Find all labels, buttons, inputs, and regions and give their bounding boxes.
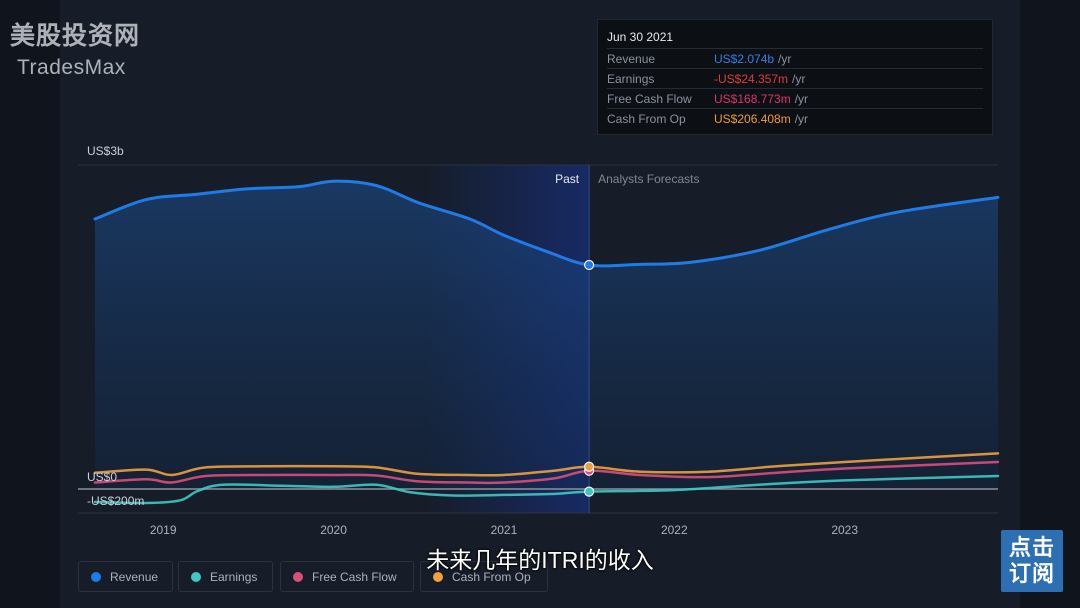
legend-label: Revenue <box>110 569 159 584</box>
legend-item-revenue[interactable]: Revenue <box>78 561 173 592</box>
forecast-label: Analysts Forecasts <box>598 172 699 186</box>
marker-cash-from-op[interactable] <box>584 461 595 472</box>
legend-label: Earnings <box>210 569 258 584</box>
x-tick-label: 2020 <box>320 523 347 537</box>
x-tick-label: 2021 <box>491 523 518 537</box>
legend-item-cash-from-op[interactable]: Cash From Op <box>420 561 548 592</box>
revenue-area <box>95 181 998 489</box>
marker-revenue[interactable] <box>584 259 595 271</box>
subscribe-badge-line2: 订阅 <box>1008 561 1055 586</box>
subscribe-badge-line1: 点击 <box>1008 535 1055 560</box>
y-tick-label: -US$200m <box>87 494 144 508</box>
y-tick-label: US$0 <box>87 470 117 484</box>
video-subtitle: 未来几年的ITRI的收入 <box>426 547 654 573</box>
series-line-free-cash-flow <box>93 460 1000 485</box>
tooltip-panel: Jun 30 2021 Revenue US$2.074b/yr Earnings -… <box>597 19 993 135</box>
tooltip-row-value: US$2.074b <box>714 52 775 66</box>
legend-dot-icon <box>91 571 101 582</box>
tooltip-row-value: US$206.408m <box>714 112 791 126</box>
subscribe-badge[interactable]: 点击 订阅 <box>1001 530 1063 592</box>
tooltip-row-revenue: Revenue US$2.074b/yr <box>607 48 983 69</box>
tooltip-row-label: Free Cash Flow <box>607 92 692 106</box>
tooltip-row-free-cash-flow: Free Cash Flow US$168.773m/yr <box>607 88 983 109</box>
tooltip-row-value: -US$24.357m <box>714 72 789 86</box>
watermark-cn: 美股投资网 <box>10 22 141 50</box>
legend-dot-icon <box>293 571 303 582</box>
past-label: Past <box>555 172 580 186</box>
tooltip-row-unit: /yr <box>794 112 809 126</box>
left-margin <box>0 0 60 608</box>
legend-label: Free Cash Flow <box>312 569 397 584</box>
y-tick-label: US$3b <box>87 144 124 158</box>
series-line-earnings <box>93 474 1000 505</box>
tooltip-row-unit: /yr <box>792 72 806 86</box>
tooltip-row-unit: /yr <box>794 92 809 106</box>
legend-item-free-cash-flow[interactable]: Free Cash Flow <box>280 561 414 592</box>
series-line-revenue <box>93 179 1000 268</box>
right-margin <box>1020 0 1080 608</box>
legend-item-earnings[interactable]: Earnings <box>178 561 273 592</box>
tooltip-row-label: Earnings <box>607 72 655 86</box>
x-tick-label: 2022 <box>661 523 688 537</box>
legend-dot-icon <box>191 571 201 582</box>
watermark-en: TradesMax <box>17 56 126 79</box>
tooltip-row-unit: /yr <box>778 52 792 66</box>
tooltip-row-label: Cash From Op <box>607 112 686 126</box>
tooltip-row-cash-from-op: Cash From Op US$206.408m/yr <box>607 108 983 129</box>
x-tick-label: 2019 <box>150 523 177 537</box>
tooltip-row-value: US$168.773m <box>714 92 791 106</box>
tooltip-row-earnings: Earnings -US$24.357m/yr <box>607 68 983 89</box>
series-line-cash-from-op <box>93 452 1000 477</box>
tooltip-date: Jun 30 2021 <box>607 30 674 44</box>
tooltip-row-label: Revenue <box>607 52 656 66</box>
marker-earnings[interactable] <box>584 486 595 497</box>
legend-label: Cash From Op <box>452 569 531 584</box>
legend-dot-icon <box>433 571 443 582</box>
x-tick-label: 2023 <box>831 523 858 537</box>
